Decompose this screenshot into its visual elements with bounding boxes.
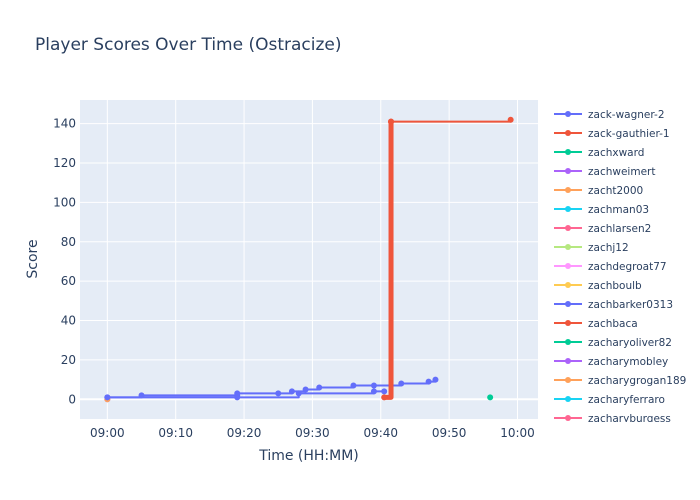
y-tick-label: 20 <box>61 353 76 367</box>
legend-swatch-marker <box>565 225 571 231</box>
legend-label: zacharymobley <box>588 356 668 368</box>
legend-item[interactable]: zachbarker0313 <box>554 299 673 311</box>
y-tick-label: 40 <box>61 314 76 328</box>
legend-swatch-marker <box>565 130 571 136</box>
legend-swatch-marker <box>565 358 571 364</box>
data-point <box>381 394 388 401</box>
legend-label: zachxward <box>588 147 644 159</box>
legend-label: zacharyburgess <box>588 413 671 425</box>
legend-item[interactable]: zachman03 <box>554 204 649 216</box>
x-tick-label: 09:20 <box>227 426 262 440</box>
data-point <box>425 378 432 385</box>
legend-label: zachboulb <box>588 280 642 292</box>
legend-swatch-marker <box>565 282 571 288</box>
data-point <box>302 386 309 393</box>
data-point <box>275 390 282 397</box>
y-tick-label: 120 <box>53 156 76 170</box>
plot-area <box>80 100 538 419</box>
legend-item[interactable]: zachj12 <box>554 242 629 254</box>
data-point <box>388 118 395 125</box>
legend-label: zachman03 <box>588 204 649 216</box>
data-point <box>288 388 295 395</box>
series-layer <box>104 116 514 403</box>
legend-item[interactable]: zachboulb <box>554 280 642 292</box>
y-tick-label: 0 <box>68 392 76 406</box>
data-point <box>295 390 302 397</box>
data-point <box>350 382 357 389</box>
legend-item[interactable]: zacharyoliver82 <box>554 337 672 349</box>
legend-swatch-marker <box>565 168 571 174</box>
legend-item[interactable]: zack-wagner-2 <box>554 109 665 121</box>
y-tick-label: 140 <box>53 117 76 131</box>
legend[interactable]: zack-wagner-2 zack-gauthier-1 zachxward zac… <box>554 109 686 425</box>
y-tick-label: 80 <box>61 235 76 249</box>
chart-title: Player Scores Over Time (Ostracize) <box>35 35 342 55</box>
legend-swatch-marker <box>565 415 571 421</box>
series-zachbaca <box>381 118 395 401</box>
x-tick-label: 09:30 <box>295 426 330 440</box>
data-point <box>316 384 323 391</box>
data-point <box>381 388 388 395</box>
legend-swatch-marker <box>565 187 571 193</box>
legend-item[interactable]: zack-gauthier-1 <box>554 128 670 140</box>
legend-label: zachbarker0313 <box>588 299 673 311</box>
legend-label: zacharyferraro <box>588 394 665 406</box>
legend-label: zacharyoliver82 <box>588 337 672 349</box>
legend-item[interactable]: zacharyburgess <box>554 413 671 425</box>
legend-swatch-marker <box>565 244 571 250</box>
legend-swatch-marker <box>565 263 571 269</box>
legend-swatch-marker <box>565 111 571 117</box>
legend-label: zachj12 <box>588 242 629 254</box>
legend-swatch-marker <box>565 149 571 155</box>
x-tick-label: 10:00 <box>500 426 535 440</box>
legend-label: zachlarsen2 <box>588 223 651 235</box>
data-point <box>507 116 514 123</box>
series-zachbarker0313 <box>104 388 388 401</box>
legend-swatch-marker <box>565 206 571 212</box>
x-tick-label: 09:10 <box>158 426 193 440</box>
legend-label: zachdegroat77 <box>588 261 667 273</box>
legend-item[interactable]: zachweimert <box>554 166 655 178</box>
data-point <box>234 394 241 401</box>
legend-label: zacht2000 <box>588 185 643 197</box>
legend-item[interactable]: zacharymobley <box>554 356 668 368</box>
legend-label: zacharygrogan189 <box>588 375 686 387</box>
y-tick-label: 60 <box>61 274 76 288</box>
x-tick-label: 09:50 <box>432 426 467 440</box>
legend-swatch-marker <box>565 320 571 326</box>
data-point <box>398 380 405 387</box>
legend-label: zachbaca <box>588 318 638 330</box>
series-zachxward <box>487 394 494 401</box>
legend-item[interactable]: zachlarsen2 <box>554 223 651 235</box>
data-point <box>487 394 494 401</box>
legend-item[interactable]: zachdegroat77 <box>554 261 667 273</box>
legend-item[interactable]: zachbaca <box>554 318 638 330</box>
legend-swatch-marker <box>565 301 571 307</box>
legend-item[interactable]: zacht2000 <box>554 185 643 197</box>
x-tick-labels: 09:00 09:10 09:20 09:30 09:40 09:50 10:00 <box>90 426 535 440</box>
legend-swatch-marker <box>565 396 571 402</box>
y-axis-title: Score <box>25 239 41 278</box>
data-point <box>104 394 111 401</box>
x-tick-label: 09:00 <box>90 426 125 440</box>
gridlines <box>80 100 538 419</box>
x-axis-title: Time (HH:MM) <box>258 448 359 464</box>
legend-swatch-marker <box>565 377 571 383</box>
legend-label: zachweimert <box>588 166 655 178</box>
legend-item[interactable]: zachxward <box>554 147 644 159</box>
legend-label: zack-wagner-2 <box>588 109 665 121</box>
data-point <box>370 388 377 395</box>
legend-item[interactable]: zacharygrogan189 <box>554 375 686 387</box>
legend-item[interactable]: zacharyferraro <box>554 394 665 406</box>
legend-swatch-marker <box>565 339 571 345</box>
y-tick-labels: 0 20 40 60 80 100 120 140 <box>53 117 76 407</box>
x-tick-label: 09:40 <box>363 426 398 440</box>
y-tick-label: 100 <box>53 195 76 209</box>
data-point <box>370 382 377 389</box>
data-point <box>432 376 439 383</box>
legend-label: zack-gauthier-1 <box>588 128 670 140</box>
